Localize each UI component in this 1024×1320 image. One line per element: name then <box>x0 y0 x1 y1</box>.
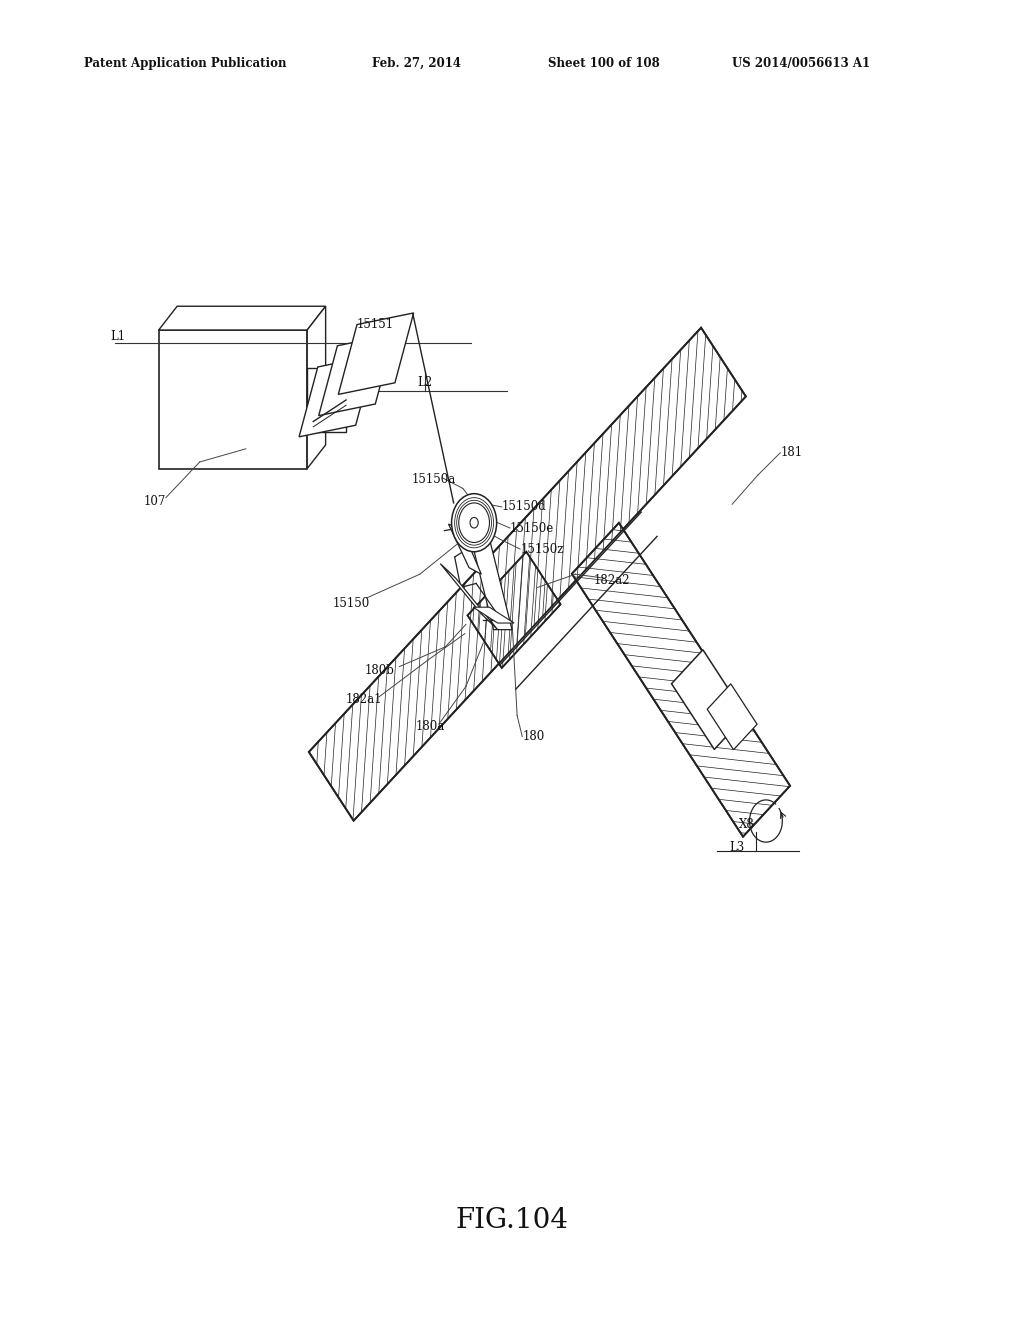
Polygon shape <box>309 327 745 821</box>
Text: L1: L1 <box>111 330 126 343</box>
Polygon shape <box>672 649 745 750</box>
Polygon shape <box>338 313 414 395</box>
Polygon shape <box>468 552 560 668</box>
Circle shape <box>470 517 478 528</box>
Text: 180: 180 <box>522 730 545 743</box>
Polygon shape <box>307 306 326 469</box>
Polygon shape <box>318 334 394 416</box>
Text: FIG.104: FIG.104 <box>456 1208 568 1234</box>
Text: Sheet 100 of 108: Sheet 100 of 108 <box>548 57 659 70</box>
Polygon shape <box>159 306 326 330</box>
Text: 15150z: 15150z <box>520 543 563 556</box>
Polygon shape <box>449 524 481 574</box>
Text: Patent Application Publication: Patent Application Publication <box>84 57 287 70</box>
Polygon shape <box>307 368 346 432</box>
Text: 15150e: 15150e <box>510 521 554 535</box>
Text: L2: L2 <box>418 376 433 389</box>
Polygon shape <box>159 330 307 469</box>
Polygon shape <box>299 355 375 437</box>
Text: 15150d: 15150d <box>502 500 547 513</box>
Text: 15151: 15151 <box>356 318 393 331</box>
Polygon shape <box>571 523 791 837</box>
Polygon shape <box>473 607 514 623</box>
Text: 107: 107 <box>143 495 166 508</box>
Text: 15150a: 15150a <box>412 473 456 486</box>
Text: 15150: 15150 <box>333 597 370 610</box>
Text: 182a1: 182a1 <box>346 693 383 706</box>
Text: 181: 181 <box>780 446 803 459</box>
Text: L3: L3 <box>729 841 744 854</box>
Circle shape <box>452 494 497 552</box>
Text: X8: X8 <box>739 818 755 832</box>
Circle shape <box>459 503 489 543</box>
Polygon shape <box>469 531 512 630</box>
Text: Feb. 27, 2014: Feb. 27, 2014 <box>372 57 461 70</box>
Text: US 2014/0056613 A1: US 2014/0056613 A1 <box>732 57 870 70</box>
Text: 182a2: 182a2 <box>594 574 631 587</box>
Polygon shape <box>440 564 498 630</box>
Text: 180a: 180a <box>416 719 445 733</box>
Text: 180b: 180b <box>365 664 394 677</box>
Polygon shape <box>708 684 757 750</box>
